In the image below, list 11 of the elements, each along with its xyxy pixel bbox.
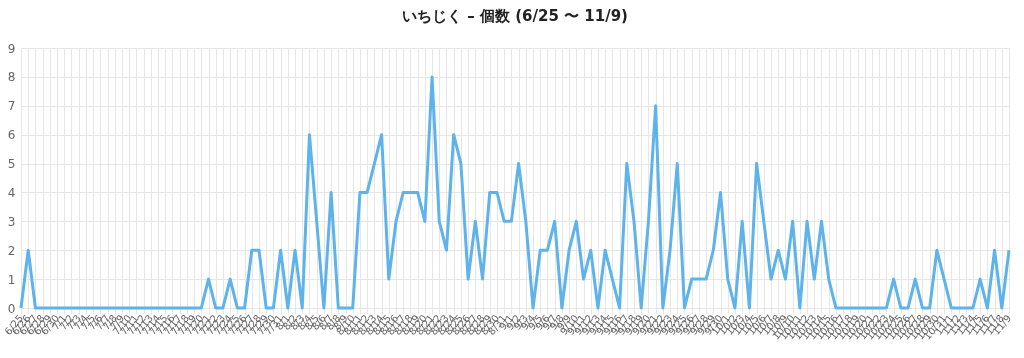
y-tick-label: 5 xyxy=(7,157,16,172)
y-tick-label: 6 xyxy=(7,128,16,143)
y-tick-label: 7 xyxy=(7,99,16,114)
y-tick-label: 9 xyxy=(7,41,16,56)
y-tick-label: 2 xyxy=(7,243,16,258)
chart-title: いちじく – 個数 (6/25 〜 11/9) xyxy=(402,7,628,25)
y-tick-label: 3 xyxy=(7,214,16,229)
y-tick-label: 4 xyxy=(7,185,16,200)
y-tick-label: 8 xyxy=(7,70,16,85)
y-tick-label: 0 xyxy=(7,301,16,316)
y-tick-label: 1 xyxy=(7,272,16,287)
